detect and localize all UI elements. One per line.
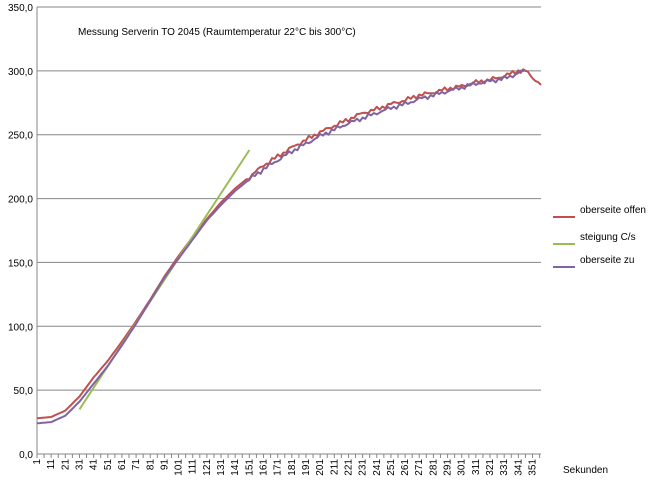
x-tick-label: 281 <box>428 459 439 476</box>
x-tick-label: 241 <box>372 459 383 476</box>
series-line <box>36 68 526 425</box>
x-tick-label: 201 <box>315 459 326 476</box>
x-tick-label: 271 <box>414 459 425 476</box>
x-tick-label: 71 <box>131 459 142 471</box>
x-tick-label: 191 <box>301 459 312 476</box>
x-tick-label: 121 <box>202 459 213 476</box>
x-tick-label: 351 <box>528 459 539 476</box>
y-tick-labels: 0,0 50,0 100,0 150,0 200,0 250,0 300,0 350,0 <box>8 3 33 461</box>
legend: oberseite offen steigung C/s oberseite zu <box>553 205 646 268</box>
y-tick-label: 50,0 <box>14 386 34 397</box>
x-tick-label: 171 <box>273 459 284 476</box>
x-tick-label: 81 <box>145 459 156 471</box>
x-tick-label: 291 <box>443 459 454 476</box>
x-tick-label: 31 <box>74 459 85 471</box>
x-tick-label: 151 <box>244 459 255 476</box>
x-tick-labels: 1 11 21 31 41 51 61 71 81 91 101 111 121 131 141 151 161… <box>32 459 539 476</box>
x-tick-label: 21 <box>60 459 71 471</box>
x-tick-label: 311 <box>471 459 482 475</box>
y-tick-label: 100,0 <box>8 322 33 333</box>
x-tick-label: 1 <box>32 459 43 465</box>
legend-entry: oberseite zu <box>580 255 634 266</box>
x-tick-label: 141 <box>230 459 241 476</box>
x-tick-label: 111 <box>188 459 199 475</box>
x-tick-label: 321 <box>485 459 496 476</box>
y-tick-label: 250,0 <box>8 131 33 142</box>
x-tick-label: 341 <box>513 459 524 476</box>
y-tick-label: 200,0 <box>8 195 33 206</box>
x-axis-label: Sekunden <box>563 465 608 476</box>
x-tick-label: 11 <box>46 459 57 470</box>
x-tick-label: 181 <box>287 459 298 476</box>
x-tick-label: 251 <box>386 459 397 476</box>
legend-entry: steigung C/s <box>580 232 636 243</box>
series-line <box>36 68 542 420</box>
axes <box>36 7 541 458</box>
gridlines <box>37 6 541 391</box>
y-tick-label: 350,0 <box>8 3 33 14</box>
x-tick-label: 301 <box>457 459 468 476</box>
x-tick-label: 61 <box>117 459 128 471</box>
x-tick-label: 221 <box>343 459 354 476</box>
x-tick-label: 91 <box>159 459 170 471</box>
x-tick-label: 41 <box>89 459 100 471</box>
x-tick-label: 261 <box>400 459 411 476</box>
x-tick-label: 211 <box>329 459 340 475</box>
x-tick-label: 161 <box>259 459 270 476</box>
x-tick-label: 231 <box>358 459 369 476</box>
y-tick-label: 0,0 <box>19 450 33 461</box>
y-tick-label: 300,0 <box>8 67 33 78</box>
x-tick-label: 331 <box>499 459 510 476</box>
legend-entry: oberseite offen <box>580 205 646 216</box>
chart-title: Messung Serverin TO 2045 (Raumtemperatur… <box>78 27 356 38</box>
x-tick-label: 51 <box>103 459 114 471</box>
y-tick-label: 150,0 <box>8 258 33 269</box>
x-tick-label: 101 <box>174 459 185 476</box>
x-tick-label: 131 <box>216 459 227 476</box>
series-lines <box>36 68 542 425</box>
